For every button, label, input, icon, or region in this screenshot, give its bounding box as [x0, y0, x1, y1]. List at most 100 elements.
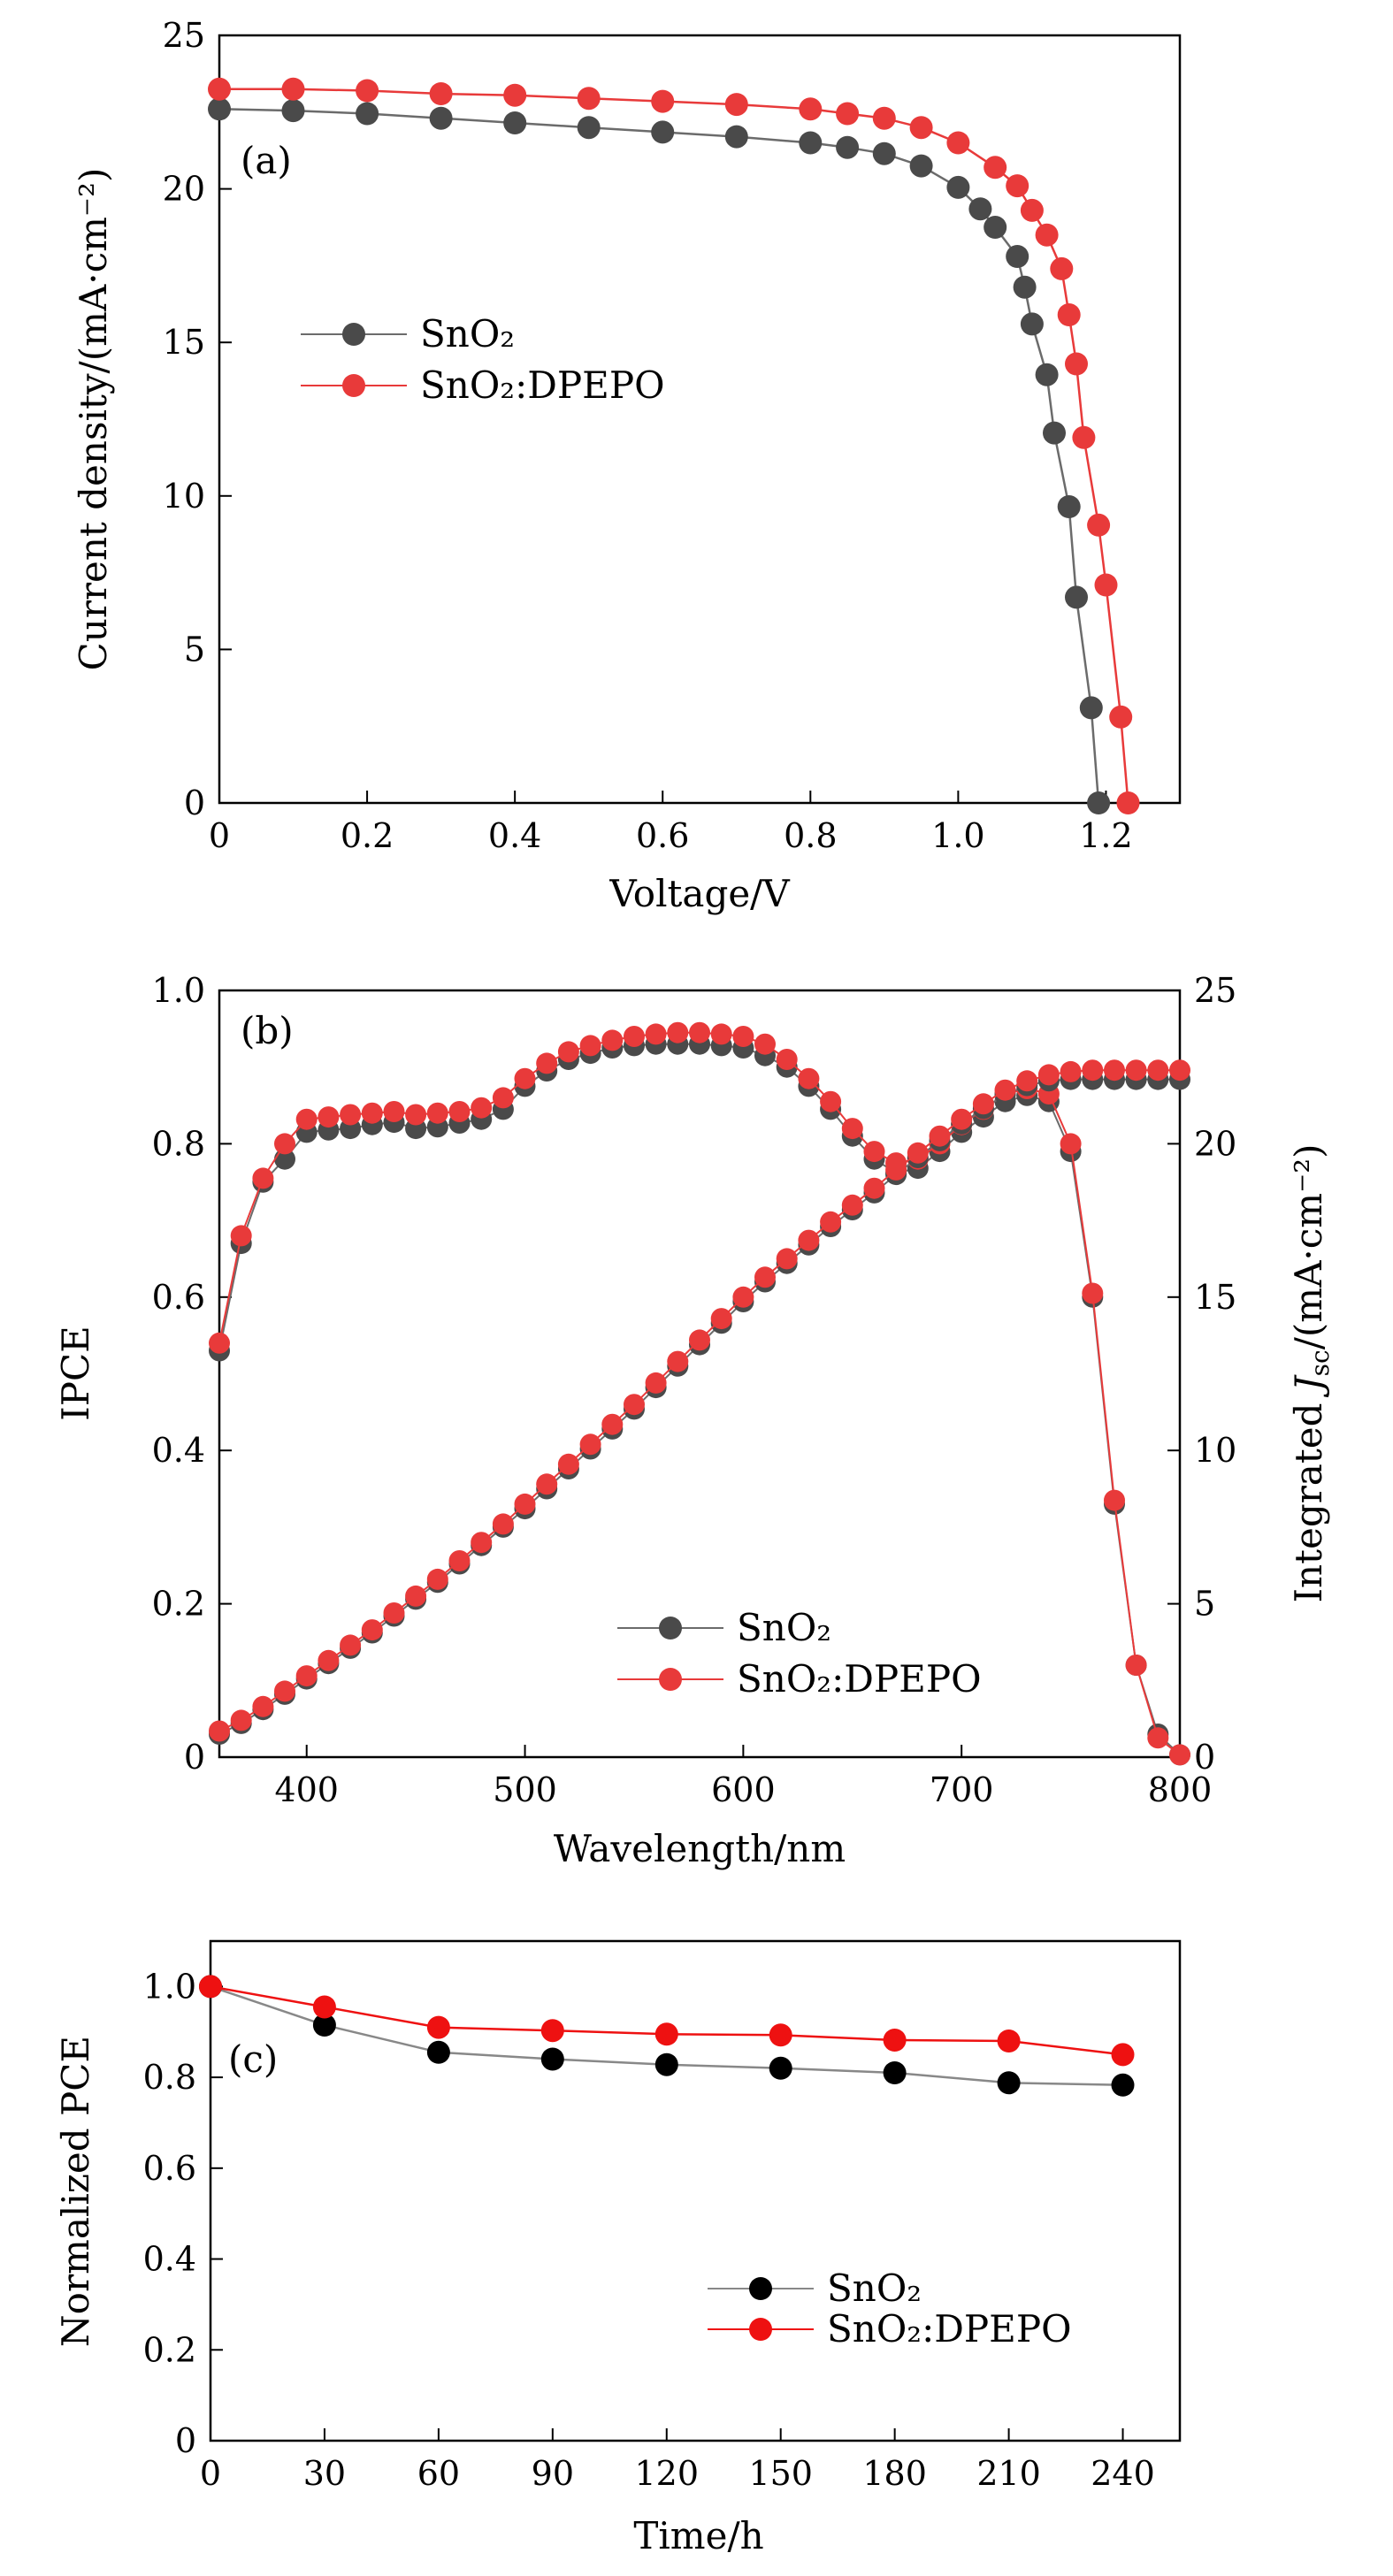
series-dpepo-point	[1057, 303, 1081, 326]
plot-frame	[209, 1939, 1182, 2442]
series-sno2-point	[984, 216, 1007, 239]
series-sno2-point	[836, 135, 860, 159]
series-dpepo-point	[1020, 198, 1044, 222]
y-tick-label: 0	[184, 1738, 205, 1777]
y2-tick-label: 5	[1194, 1585, 1215, 1624]
y-tick-label: 1.0	[143, 1967, 196, 2006]
series-sno2-point	[651, 120, 675, 144]
series-dpepo-point	[1035, 223, 1059, 247]
series-dpepo-left-point	[1082, 1282, 1104, 1304]
series-sno2-point	[503, 111, 527, 134]
series-dpepo-right-point	[624, 1394, 645, 1416]
series-sno2-point	[946, 175, 970, 199]
y-tick-label: 25	[163, 16, 205, 55]
series-dpepo-point	[1087, 513, 1111, 537]
y2-tick-label: 0	[1194, 1738, 1215, 1777]
y2-tick-label: 15	[1194, 1278, 1236, 1317]
series-dpepo-left-point	[471, 1097, 493, 1119]
series-dpepo-point	[799, 97, 823, 121]
series-dpepo-right-point	[514, 1493, 536, 1515]
series-dpepo-point	[429, 82, 453, 105]
series-dpepo-left-point	[1169, 1744, 1190, 1766]
series-dpepo-left-point	[863, 1141, 885, 1163]
series-dpepo-right-point	[929, 1125, 951, 1147]
series-dpepo-point	[1111, 2043, 1135, 2067]
series-sno2-point	[1013, 275, 1037, 299]
series-dpepo-point	[909, 116, 933, 140]
series-dpepo-point	[654, 2022, 678, 2046]
series-dpepo-point	[724, 93, 748, 117]
series-dpepo-point	[540, 2019, 564, 2043]
series-dpepo-point	[1072, 425, 1096, 449]
panel-label: (b)	[241, 1009, 294, 1052]
series-dpepo-left-point	[209, 1332, 230, 1354]
series-dpepo-right-point	[972, 1093, 994, 1115]
series-dpepo-point	[426, 2015, 450, 2039]
series-dpepo-point	[577, 87, 601, 111]
y-tick-label: 0.4	[143, 2240, 196, 2279]
plot-frame	[218, 34, 1182, 805]
series-dpepo-left-point	[820, 1090, 842, 1112]
series-dpepo-right-point	[230, 1709, 252, 1731]
x-tick-label: 240	[1091, 2454, 1155, 2493]
series-dpepo-point	[946, 131, 970, 155]
series-sno2-line	[218, 108, 1100, 804]
series-sno2-point	[1006, 245, 1029, 268]
y-tick-label: 0	[184, 784, 205, 822]
series-sno2-point	[281, 99, 305, 123]
series-dpepo-right-point	[885, 1158, 907, 1181]
x-tick-label: 1.0	[931, 816, 984, 855]
series-dpepo-point	[356, 79, 379, 103]
x-axis-label: Wavelength/nm	[554, 1827, 846, 1870]
series-dpepo-left-point	[536, 1052, 558, 1074]
x-tick-label: 120	[634, 2454, 699, 2493]
x-tick-label: 0	[200, 2454, 221, 2493]
series-dpepo-left-point	[732, 1026, 754, 1047]
series-dpepo-right-point	[1082, 1059, 1104, 1082]
series-dpepo-right-point	[1147, 1059, 1169, 1082]
series-dpepo-right-point	[426, 1568, 448, 1590]
series-sno2-point	[1065, 585, 1088, 609]
series-dpepo-point	[312, 1995, 336, 2019]
series-dpepo-right-point	[361, 1619, 383, 1641]
series-sno2-point	[1087, 791, 1111, 814]
series-sno2-point	[997, 2071, 1021, 2095]
series-dpepo-point	[1065, 352, 1088, 376]
series-dpepo-left-point	[230, 1225, 252, 1247]
series-dpepo-right-point	[340, 1634, 362, 1656]
series-dpepo-right-point	[645, 1372, 667, 1394]
series-dpepo-point	[872, 106, 896, 130]
series-dpepo-left-point	[1104, 1489, 1125, 1511]
series-dpepo-left-point	[514, 1067, 536, 1089]
series-dpepo-left-point	[710, 1023, 732, 1045]
series-sno2-point	[1043, 421, 1066, 445]
series-dpepo-left-point	[448, 1101, 471, 1122]
series-dpepo-right-point	[471, 1532, 493, 1554]
series-dpepo-left-point	[274, 1133, 295, 1155]
y-tick-label: 0.8	[143, 2058, 196, 2097]
series-sno2-point	[429, 106, 453, 130]
x-tick-label: 30	[303, 2454, 346, 2493]
series-dpepo-point	[1006, 174, 1029, 198]
series-sno2-point	[1079, 696, 1103, 720]
series-sno2-point	[577, 116, 601, 140]
series-dpepo-left-point	[295, 1108, 318, 1130]
legend-label: SnO₂	[737, 1606, 831, 1649]
series-dpepo-left-point	[689, 1021, 710, 1043]
x-axis-label: Time/h	[633, 2514, 763, 2557]
x-tick-label: 500	[493, 1770, 557, 1809]
series-dpepo-right-point	[863, 1177, 885, 1199]
series-sno2-point	[909, 154, 933, 178]
series-dpepo-right-point	[383, 1602, 405, 1624]
series-dpepo-left-point	[841, 1118, 863, 1140]
series-dpepo-left-point	[361, 1102, 383, 1124]
series-dpepo-left-point	[601, 1029, 624, 1051]
series-dpepo-left-point	[340, 1104, 362, 1126]
y-axis-label: Normalized PCE	[54, 2036, 97, 2347]
y-tick-label: 20	[163, 170, 205, 209]
series-dpepo-right-point	[798, 1229, 820, 1251]
series-dpepo-right-point	[951, 1108, 973, 1130]
x-tick-label: 1.2	[1079, 816, 1132, 855]
series-dpepo-right-point	[1060, 1060, 1082, 1082]
